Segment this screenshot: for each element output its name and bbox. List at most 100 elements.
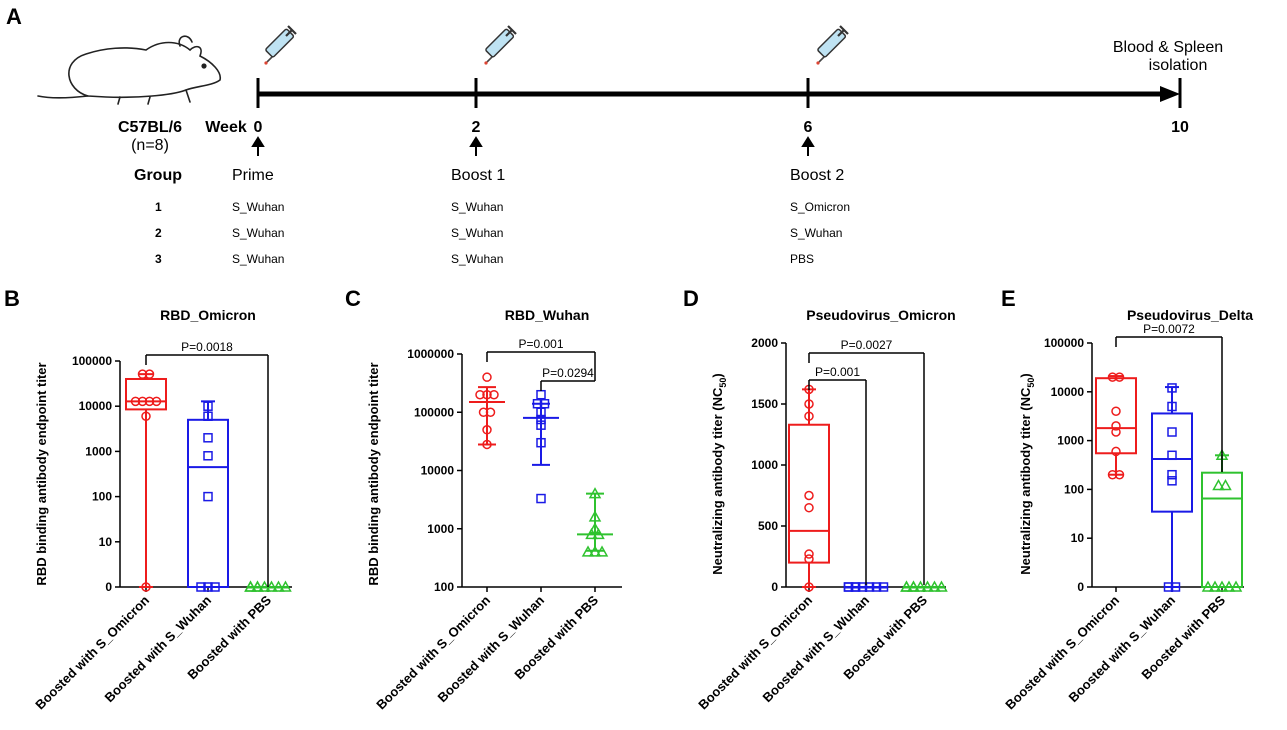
week-0: 0 bbox=[254, 119, 263, 136]
data-point bbox=[1114, 469, 1125, 480]
group-boost2: S_Omicron bbox=[790, 200, 850, 214]
data-point bbox=[1208, 580, 1222, 592]
data-point bbox=[864, 582, 875, 592]
group-prime: S_Wuhan bbox=[232, 252, 284, 266]
group-header: Group bbox=[134, 167, 182, 184]
data-point bbox=[804, 411, 814, 421]
y-axis-label: Neutralizing antibody titer (NC50) bbox=[1018, 373, 1036, 574]
data-point bbox=[141, 411, 151, 421]
chart-title: RBD_Omicron bbox=[160, 307, 256, 323]
end-event-line1: Blood & Spleen bbox=[1113, 39, 1223, 56]
panel-a: A C57BL/6 (n=8) Week 0 2 6 10 bbox=[6, 4, 1223, 266]
data-point bbox=[203, 401, 213, 411]
y-tick-label: 10000 bbox=[79, 399, 113, 413]
data-point bbox=[482, 425, 492, 435]
y-tick-label: 100000 bbox=[72, 354, 112, 368]
data-point bbox=[485, 407, 496, 417]
event-boost1: Boost 1 bbox=[451, 167, 505, 184]
panel-e: E Pseudovirus_Delta Neutralizing antibody … bbox=[1001, 286, 1253, 712]
data-point bbox=[203, 433, 213, 443]
y-tick-label: 1000000 bbox=[407, 347, 454, 361]
data-point bbox=[1107, 372, 1118, 382]
data-point bbox=[581, 545, 595, 557]
y-tick-label: 100000 bbox=[414, 405, 454, 419]
group-prime: S_Wuhan bbox=[232, 226, 284, 240]
group-boost1: S_Wuhan bbox=[451, 200, 503, 214]
data-point bbox=[1167, 427, 1177, 437]
data-point bbox=[1167, 476, 1177, 486]
data-point bbox=[804, 399, 814, 409]
panel-label: C bbox=[345, 286, 361, 311]
x-tick-label: Boosted with S_Omicron bbox=[373, 592, 493, 712]
data-point bbox=[536, 420, 546, 430]
group-id: 3 bbox=[155, 252, 162, 266]
y-axis-label: RBD binding antibody endpoint titer bbox=[366, 362, 381, 585]
group-id: 2 bbox=[155, 226, 162, 240]
data-point bbox=[210, 582, 220, 592]
panel-label: D bbox=[683, 286, 699, 311]
p-value-label: P=0.0027 bbox=[841, 338, 893, 352]
sample-size: (n=8) bbox=[131, 137, 169, 154]
data-point bbox=[878, 582, 889, 592]
y-tick-label: 1000 bbox=[1057, 434, 1084, 448]
panel-a-label: A bbox=[6, 4, 22, 29]
data-point bbox=[536, 414, 546, 425]
data-point bbox=[804, 582, 814, 592]
data-point bbox=[914, 580, 927, 592]
data-point bbox=[478, 407, 489, 417]
data-point bbox=[595, 545, 609, 557]
data-point bbox=[1111, 446, 1121, 457]
panel-b: B RBD_Omicron RBD binding antibody endpoin… bbox=[4, 286, 292, 712]
x-tick-label: Boosted with S_Wuhan bbox=[760, 592, 873, 705]
y-tick-label: 2000 bbox=[751, 336, 778, 350]
data-point bbox=[900, 580, 913, 592]
y-tick-label: 1000 bbox=[427, 522, 454, 536]
week-10: 10 bbox=[1171, 119, 1189, 136]
end-event-line2: isolation bbox=[1149, 57, 1208, 74]
box bbox=[125, 377, 167, 411]
group-id: 1 bbox=[155, 200, 162, 214]
y-tick-label: 100000 bbox=[1044, 336, 1084, 350]
y-tick-label: 10 bbox=[99, 535, 113, 549]
data-point bbox=[196, 582, 206, 592]
data-point bbox=[137, 396, 148, 407]
data-point bbox=[203, 582, 213, 592]
data-point bbox=[588, 510, 602, 522]
data-point bbox=[1167, 401, 1177, 412]
x-tick-label: Boosted with S_Omicron bbox=[32, 592, 152, 712]
data-point bbox=[203, 491, 213, 502]
group-boost2: PBS bbox=[790, 252, 814, 266]
data-point bbox=[843, 582, 854, 592]
data-point bbox=[1163, 582, 1174, 592]
group-boost2: S_Wuhan bbox=[790, 226, 842, 240]
data-point bbox=[144, 396, 155, 407]
y-tick-label: 100 bbox=[92, 490, 112, 504]
data-point bbox=[1201, 580, 1215, 592]
x-tick-label: Boosted with S_Wuhan bbox=[102, 592, 215, 705]
data-point bbox=[871, 582, 882, 592]
data-point bbox=[203, 451, 213, 461]
event-arrows bbox=[251, 136, 815, 156]
event-prime: Prime bbox=[232, 167, 274, 184]
data-point bbox=[921, 580, 934, 592]
data-point bbox=[251, 580, 264, 592]
x-tick-label: Boosted with S_Wuhan bbox=[435, 592, 548, 705]
group-boost1: S_Wuhan bbox=[451, 252, 503, 266]
data-point bbox=[857, 582, 868, 592]
data-point bbox=[272, 580, 285, 592]
week-6: 6 bbox=[804, 119, 813, 136]
data-point bbox=[130, 396, 141, 407]
x-tick-label: Boosted with S_Omicron bbox=[1002, 592, 1122, 712]
y-tick-label: 500 bbox=[758, 519, 778, 533]
data-point bbox=[244, 580, 257, 592]
y-tick-label: 0 bbox=[1077, 580, 1084, 594]
data-point bbox=[1229, 580, 1243, 592]
chart-title: RBD_Wuhan bbox=[505, 307, 590, 323]
x-tick-label: Boosted with S_Omicron bbox=[695, 592, 815, 712]
group-prime: S_Wuhan bbox=[232, 200, 284, 214]
data-point bbox=[482, 372, 492, 382]
data-point bbox=[1170, 582, 1181, 592]
data-point bbox=[1215, 580, 1229, 592]
data-point bbox=[536, 389, 546, 400]
data-point bbox=[489, 389, 499, 400]
